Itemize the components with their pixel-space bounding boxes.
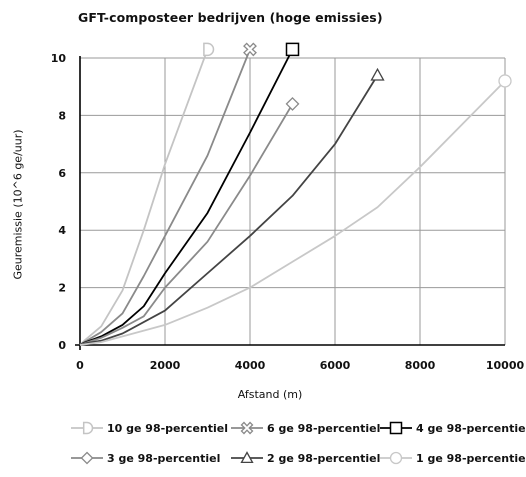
- x-tick-label: 2000: [150, 359, 181, 372]
- x-tick-label: 4000: [235, 359, 266, 372]
- legend-item: 4 ge 98-percentiel: [379, 420, 526, 436]
- half-circle-marker: [82, 421, 94, 435]
- y-tick-label: 6: [58, 167, 66, 180]
- chart-title: GFT-composteer bedrijven (hoge emissies): [78, 10, 383, 25]
- series-line: [79, 74, 379, 346]
- series-5: [79, 67, 385, 346]
- legend-swatch: [231, 451, 263, 464]
- x-tick-label: 8000: [405, 359, 436, 372]
- cross-marker: [243, 42, 257, 57]
- series-1: [79, 42, 215, 346]
- legend-item: 3 ge 98-percentiel: [70, 450, 220, 466]
- legend-label: 4 ge 98-percentiel: [416, 421, 526, 435]
- legend-label: 2 ge 98-percentiel: [267, 451, 381, 465]
- series-line: [79, 80, 506, 346]
- series-2: [79, 42, 257, 346]
- series-line: [79, 49, 251, 346]
- circle-marker: [498, 74, 512, 88]
- x-tick-label: 10000: [486, 359, 525, 372]
- square-marker: [285, 42, 300, 57]
- legend-swatch: [71, 421, 103, 435]
- legend-item: 10 ge 98-percentiel: [70, 420, 228, 436]
- y-tick-label: 2: [58, 282, 66, 295]
- y-tick-label: 10: [51, 52, 67, 65]
- series-6: [79, 74, 512, 346]
- legend-label: 6 ge 98-percentiel: [267, 421, 381, 435]
- square-marker: [389, 421, 403, 435]
- x-tick-label: 0: [76, 359, 84, 372]
- series-line: [79, 49, 209, 346]
- half-circle-marker: [203, 42, 215, 57]
- legend-swatch: [380, 421, 412, 435]
- x-axis-label: Afstand (m): [237, 388, 303, 401]
- legend-swatch: [71, 451, 103, 465]
- legend-item: 2 ge 98-percentiel: [230, 450, 380, 466]
- series-line: [79, 103, 294, 346]
- triangle-marker: [240, 451, 254, 464]
- legend-label: 1 ge 98-percentiel: [416, 451, 526, 465]
- legend-swatch: [380, 451, 412, 465]
- legend-item: 6 ge 98-percentiel: [230, 420, 380, 436]
- legend-label: 10 ge 98-percentiel: [107, 421, 229, 435]
- legend-swatch: [231, 421, 263, 435]
- legend-item: 1 ge 98-percentiel: [379, 450, 526, 466]
- triangle-marker: [370, 67, 385, 81]
- x-tick-label: 6000: [320, 359, 351, 372]
- diamond-marker: [285, 97, 300, 111]
- y-tick-label: 0: [58, 339, 66, 352]
- series-3: [79, 42, 300, 346]
- y-tick-label: 8: [58, 109, 66, 122]
- cross-marker: [240, 421, 254, 435]
- series-4: [79, 97, 300, 346]
- legend-label: 3 ge 98-percentiel: [107, 451, 221, 465]
- y-tick-label: 4: [58, 224, 66, 237]
- circle-marker: [389, 451, 403, 465]
- diamond-marker: [80, 451, 94, 465]
